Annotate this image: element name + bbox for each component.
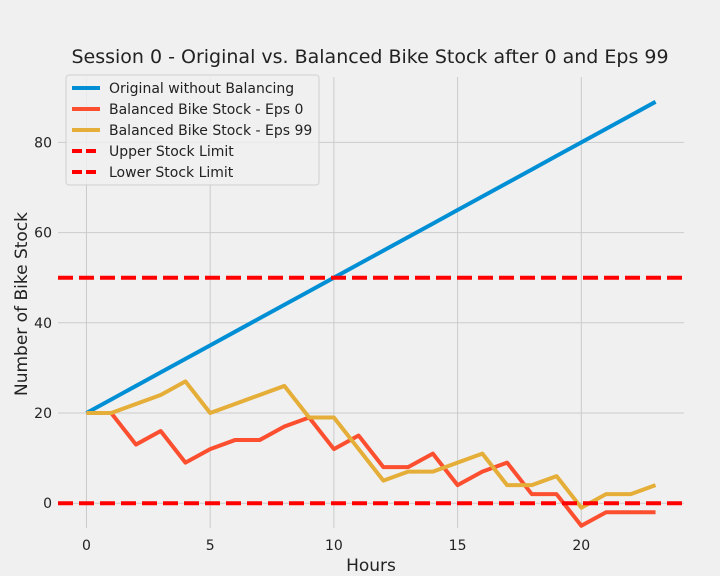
legend-label: Balanced Bike Stock - Eps 99	[109, 123, 312, 139]
legend-label: Upper Stock Limit	[109, 144, 234, 160]
x-tick-label: 10	[325, 538, 343, 554]
y-tick-label: 80	[34, 135, 52, 151]
legend: Original without Balancing Balanced Bike …	[65, 74, 320, 186]
legend-label: Original without Balancing	[109, 81, 294, 97]
legend-label: Lower Stock Limit	[109, 165, 234, 181]
series-lines	[58, 100, 684, 528]
y-tick-label: 40	[34, 316, 52, 332]
x-tick-label: 15	[449, 538, 467, 554]
y-axis-label: Number of Bike Stock	[12, 212, 32, 396]
x-tick-label: 20	[572, 538, 590, 554]
y-tick-label: 60	[34, 226, 52, 242]
y-tick-labels: 0 20 40 60 80	[34, 135, 52, 512]
series-line-balanced-bike-stock-eps-99	[86, 379, 657, 510]
x-tick-label: 5	[206, 538, 215, 554]
chart-title: Session 0 - Original vs. Balanced Bike S…	[71, 46, 668, 68]
x-tick-labels: 0 5 10 15 20	[82, 538, 590, 554]
series-line-original-without-balancing	[85, 100, 657, 415]
x-axis-label: Hours	[346, 556, 396, 576]
y-tick-label: 20	[34, 406, 52, 422]
legend-label: Balanced Bike Stock - Eps 0	[109, 102, 303, 118]
x-tick-label: 0	[82, 538, 91, 554]
y-tick-label: 0	[43, 496, 52, 512]
legend-frame	[65, 74, 320, 186]
series-line-balanced-bike-stock-eps-0	[86, 411, 656, 528]
